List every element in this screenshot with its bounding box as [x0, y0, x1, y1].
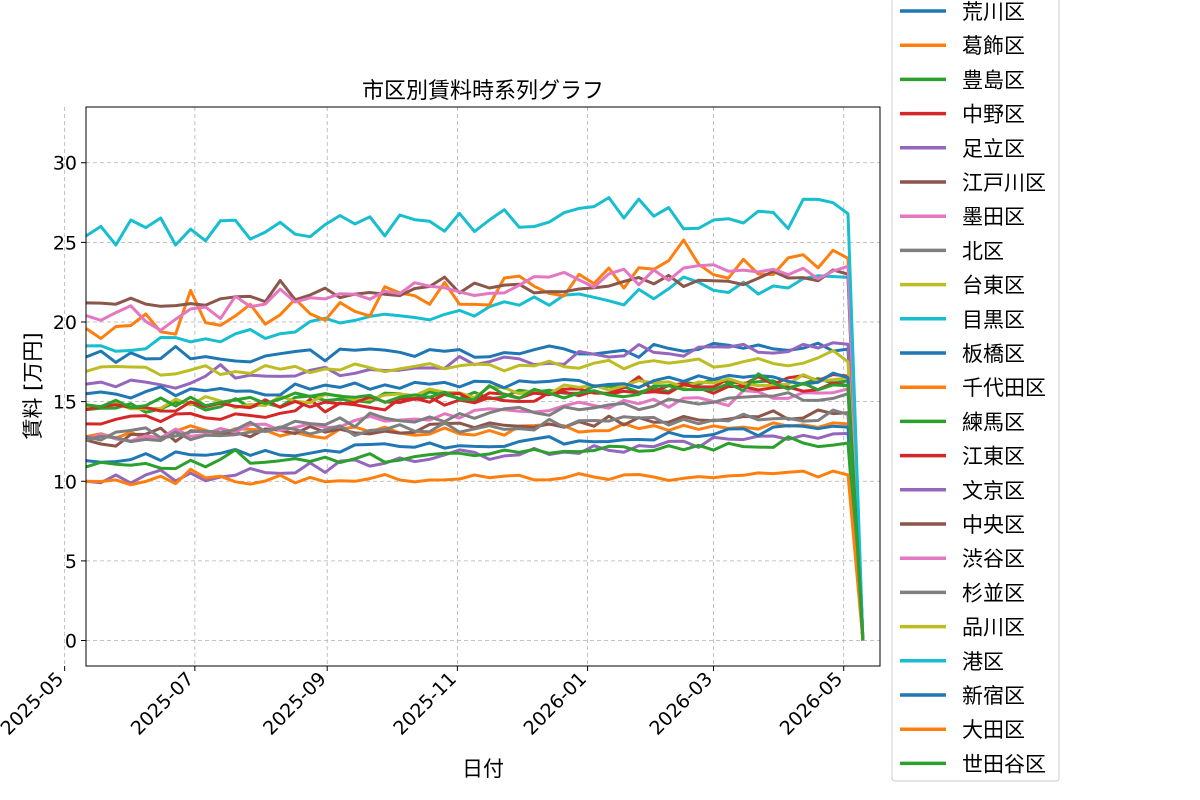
legend-label: 板橋区 [962, 342, 1025, 366]
legend-label: 目黒区 [962, 308, 1025, 332]
series-line [85, 349, 865, 641]
legend-label: 大田区 [962, 718, 1025, 742]
y-tick-label: 5 [65, 551, 77, 573]
series-line [85, 263, 865, 641]
legend-label: 江東区 [962, 445, 1025, 469]
series-line [85, 371, 865, 641]
legend-label: 足立区 [962, 137, 1025, 161]
legend-label: 中央区 [962, 513, 1025, 537]
legend-label: 品川区 [962, 616, 1025, 640]
series-line [85, 196, 865, 641]
series-line [85, 435, 865, 641]
series-line [85, 274, 865, 641]
legend-label: 練馬区 [962, 410, 1025, 434]
legend-label: 豊島区 [962, 68, 1025, 92]
legend-label: 世田谷区 [962, 752, 1046, 776]
legend-label: 港区 [962, 650, 1004, 674]
y-tick-label: 30 [53, 153, 77, 175]
legend-label: 台東区 [962, 274, 1025, 298]
y-tick-label: 0 [65, 631, 77, 653]
legend-label: 江戸川区 [962, 171, 1046, 195]
y-tick-label: 10 [53, 471, 77, 493]
series-line [85, 467, 865, 641]
legend-label: 新宿区 [962, 684, 1025, 708]
series-line [85, 268, 865, 641]
series-line [85, 424, 865, 641]
legend-label: 北区 [962, 239, 1004, 263]
legend-label: 墨田区 [962, 205, 1025, 229]
x-axis-label: 日付 [462, 757, 504, 781]
series-line [85, 408, 865, 641]
series-line [85, 391, 865, 641]
plot-area: 2025-05 2025-07 2025-09 2025-11 2026-01 2026-… [0, 106, 881, 740]
series-line [85, 373, 865, 641]
legend-label: 渋谷区 [962, 547, 1025, 571]
series-line [85, 377, 865, 641]
y-tick-label: 15 [53, 392, 77, 414]
y-tick-label: 20 [53, 312, 77, 334]
legend: 荒川区葛飾区豊島区中野区足立区江戸川区墨田区北区台東区目黒区板橋区千代田区練馬区… [891, 0, 1060, 782]
legend-label: 文京区 [962, 479, 1025, 503]
series-lines [85, 196, 865, 641]
legend-label: 千代田区 [962, 376, 1046, 400]
grid-lines [64, 107, 880, 666]
legend-label: 葛飾区 [962, 34, 1025, 58]
legend-label: 杉並区 [962, 581, 1025, 605]
legend-frame [891, 0, 1060, 782]
y-axis-label: 賃料 [万円] [21, 332, 45, 439]
y-axis: 0 5 10 15 20 25 30 [53, 153, 86, 653]
series-line [85, 372, 865, 641]
legend-label: 荒川区 [962, 0, 1025, 24]
chart-title: 市区別賃料時系列グラフ [362, 79, 604, 104]
y-tick-label: 25 [53, 232, 77, 254]
plot-border [85, 106, 881, 667]
legend-label: 中野区 [962, 103, 1025, 127]
